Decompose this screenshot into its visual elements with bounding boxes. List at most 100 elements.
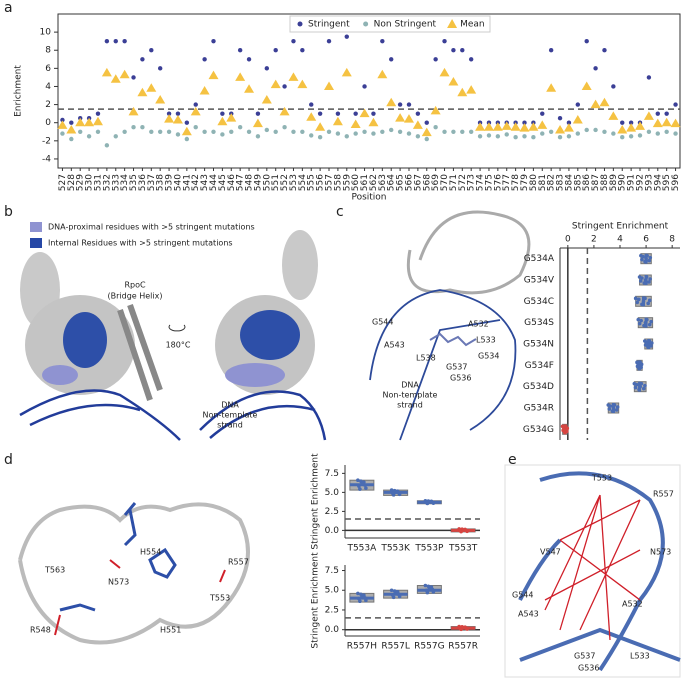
data-point xyxy=(442,38,447,44)
x-tick-label: 588 xyxy=(600,174,610,191)
mean-marker xyxy=(75,117,86,127)
mean-marker xyxy=(572,114,583,124)
x-tick-label: 529 xyxy=(76,174,86,191)
point xyxy=(357,484,361,488)
x-tick-label: 575 xyxy=(484,174,494,191)
x-tick-label: 541 xyxy=(182,174,192,191)
point xyxy=(638,279,643,283)
point xyxy=(424,588,429,593)
mean-marker xyxy=(617,124,628,134)
data-point xyxy=(557,115,563,121)
label: V547 xyxy=(540,548,561,557)
label: G536 xyxy=(578,664,599,673)
point xyxy=(356,591,360,596)
mean-marker xyxy=(528,122,539,131)
x-tick-label: 589 xyxy=(609,174,619,191)
data-point xyxy=(611,131,616,136)
data-point xyxy=(246,57,252,62)
x-tick-label: 590 xyxy=(618,174,628,191)
data-point xyxy=(95,129,101,134)
point xyxy=(643,296,647,301)
y-tick-label: -2 xyxy=(42,136,51,146)
data-point xyxy=(317,135,323,140)
y-tick-label: 7.5 xyxy=(325,566,339,576)
label: RpoC xyxy=(124,281,146,290)
data-point xyxy=(344,134,349,139)
mean-marker xyxy=(155,95,166,104)
data-point xyxy=(86,134,92,139)
x-tick-label: T553P xyxy=(414,544,444,554)
mean-marker xyxy=(608,111,619,120)
data-point xyxy=(69,136,74,142)
point xyxy=(429,585,434,589)
mean-marker xyxy=(172,114,183,124)
rotate-icon xyxy=(168,324,186,332)
point xyxy=(359,479,363,483)
data-point xyxy=(557,135,563,140)
mean-marker xyxy=(448,76,459,86)
data-point xyxy=(255,134,261,139)
y-tick-label: 8 xyxy=(45,46,51,56)
panel-label: a xyxy=(4,0,13,16)
point xyxy=(395,489,400,493)
data-point xyxy=(522,134,527,139)
mean-marker xyxy=(217,116,228,126)
data-point xyxy=(540,111,545,116)
x-tick-label: 557 xyxy=(325,174,335,191)
mean-marker xyxy=(430,105,441,115)
mean-marker xyxy=(164,114,175,123)
point xyxy=(358,487,362,491)
x-tick-label: 543 xyxy=(200,174,210,191)
data-point xyxy=(113,134,118,139)
legend-swatch xyxy=(30,238,42,248)
label: Non-template xyxy=(203,411,258,420)
data-point xyxy=(575,102,581,107)
data-point xyxy=(673,131,678,136)
mean-marker xyxy=(483,122,494,131)
point xyxy=(390,491,395,496)
legend-text: DNA-proximal residues with >5 stringent … xyxy=(48,223,255,232)
label: G534 xyxy=(478,352,499,361)
structure-e: T553 R557 V547 N573 G544 A543 A532 G537 … xyxy=(504,464,681,678)
point xyxy=(647,280,651,284)
data-point xyxy=(397,129,403,134)
mean-marker xyxy=(537,120,548,129)
point xyxy=(463,625,467,629)
panel-label: d xyxy=(4,452,13,468)
mean-marker xyxy=(315,122,326,131)
x-tick-label: 572 xyxy=(458,174,468,191)
legend-text: Internal Residues with >5 stringent muta… xyxy=(48,239,233,248)
y-axis-label: Stringent Enrichment xyxy=(311,453,321,550)
label: A543 xyxy=(518,610,539,619)
panel-label: c xyxy=(336,204,344,220)
data-point xyxy=(531,135,536,140)
y-tick-label: G534S xyxy=(524,318,554,328)
data-point xyxy=(442,129,447,134)
label: Non-template xyxy=(383,391,438,400)
mean-marker xyxy=(128,106,139,116)
point xyxy=(637,321,642,326)
data-point xyxy=(353,131,358,136)
x-tick-label: 591 xyxy=(627,174,637,191)
label: H554 xyxy=(140,548,161,557)
point xyxy=(423,583,428,588)
x-tick-label: 585 xyxy=(573,174,583,191)
data-point xyxy=(344,34,349,39)
x-tick-label: R557R xyxy=(448,642,478,652)
label: A532 xyxy=(468,320,489,329)
residues xyxy=(429,332,477,347)
point xyxy=(458,528,462,533)
x-tick-label: 581 xyxy=(538,174,548,191)
data-point xyxy=(69,120,74,125)
point xyxy=(647,339,652,343)
data-point xyxy=(229,129,234,134)
x-tick-label: 579 xyxy=(520,174,530,191)
x-tick-label: 554 xyxy=(298,174,308,191)
point xyxy=(389,588,394,593)
x-tick-label: 592 xyxy=(636,174,646,191)
y-tick-label: 2.5 xyxy=(325,605,339,615)
point xyxy=(364,486,368,490)
data-point xyxy=(593,66,598,71)
data-point xyxy=(122,38,127,44)
